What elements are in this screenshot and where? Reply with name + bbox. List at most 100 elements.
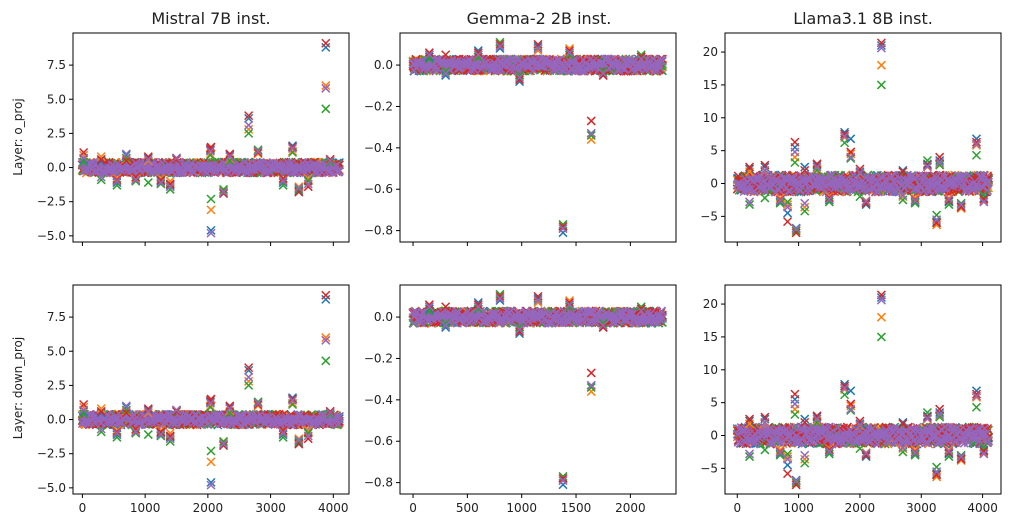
outlier-point-series-1 bbox=[303, 175, 313, 185]
outlier-point-series-1 bbox=[278, 178, 288, 188]
outlier-point-series-3 bbox=[956, 198, 966, 208]
outlier-point-series-4 bbox=[745, 162, 755, 172]
outlier-point-series-5 bbox=[564, 48, 575, 58]
outlier-point-series-5 bbox=[206, 228, 216, 238]
outlier-point-series-3 bbox=[558, 219, 568, 229]
outlier-point-series-4 bbox=[956, 202, 966, 212]
outlier-point-series-5 bbox=[441, 68, 451, 78]
axes-frame bbox=[724, 32, 1002, 243]
outlier-point-series-1 bbox=[441, 70, 451, 80]
outlier-point-series-5 bbox=[636, 54, 646, 64]
outlier-point-series-5 bbox=[495, 41, 505, 51]
outlier-point-series-4 bbox=[783, 217, 793, 227]
outlier-point-series-4 bbox=[288, 142, 298, 152]
outlier-point-series-1 bbox=[156, 176, 166, 186]
band-point bbox=[931, 172, 941, 182]
outlier-point-series-5 bbox=[278, 176, 288, 186]
outlier-point-series-4 bbox=[294, 187, 304, 197]
outlier-point-series-4 bbox=[564, 46, 575, 56]
outlier-point-series-3 bbox=[294, 184, 304, 194]
outlier-point-series-2 bbox=[219, 186, 229, 196]
outlier-point-series-4 bbox=[253, 147, 263, 158]
y-tick-label: 15 bbox=[703, 78, 718, 92]
column-title-llama: Llama3.1 8B inst. bbox=[793, 9, 933, 28]
outlier-point-series-4 bbox=[143, 152, 153, 162]
band-point bbox=[612, 57, 622, 67]
outlier-point-series-1 bbox=[932, 217, 942, 227]
outlier-point-series-3 bbox=[824, 197, 834, 207]
outlier-point-series-3 bbox=[473, 52, 483, 62]
outlier-point-series-2 bbox=[971, 140, 981, 150]
outlier-point-series-3 bbox=[441, 66, 451, 76]
outlier-point-series-5 bbox=[244, 120, 254, 130]
outlier-point-series-1 bbox=[321, 42, 331, 52]
column-title-gemma: Gemma-2 2B inst. bbox=[467, 9, 612, 28]
y-tick-label: 5 bbox=[710, 144, 718, 158]
y-tick-label: −2.5 bbox=[37, 195, 66, 209]
dense-band-series-5 bbox=[732, 170, 994, 197]
outlier-point-series-3 bbox=[791, 226, 801, 236]
outlier-point-series-1 bbox=[165, 180, 175, 190]
outlier-point-series-4 bbox=[932, 218, 942, 228]
band-point bbox=[334, 160, 344, 170]
outlier-point-series-5 bbox=[956, 200, 966, 210]
plot-area bbox=[77, 38, 344, 238]
outlier-point-series-3 bbox=[760, 193, 770, 203]
band-point bbox=[886, 173, 896, 183]
outlier-point-series-1 bbox=[922, 159, 932, 169]
outlier-point-series-3 bbox=[812, 165, 822, 175]
outlier-point-series-1 bbox=[79, 154, 89, 164]
band-point bbox=[784, 187, 794, 197]
outlier-point-series-4 bbox=[922, 160, 932, 170]
outlier-point-series-2 bbox=[876, 60, 886, 70]
outlier-point-series-3 bbox=[321, 104, 331, 114]
outlier-point-series-3 bbox=[131, 176, 141, 186]
band-point bbox=[903, 180, 913, 190]
outlier-point-series-5 bbox=[121, 149, 131, 159]
outlier-point-series-2 bbox=[143, 156, 153, 166]
outlier-point-series-1 bbox=[861, 200, 871, 210]
outlier-point-series-3 bbox=[745, 200, 755, 210]
outlier-point-series-5 bbox=[855, 168, 865, 178]
outlier-point-series-5 bbox=[253, 146, 263, 156]
outlier-point-series-5 bbox=[932, 215, 942, 225]
outlier-point-series-3 bbox=[205, 150, 215, 160]
y-tick-label: 5.0 bbox=[47, 92, 66, 106]
outlier-point-series-1 bbox=[944, 197, 954, 207]
outlier-point-series-5 bbox=[876, 43, 886, 53]
outlier-point-series-2 bbox=[288, 146, 298, 156]
outlier-point-series-5 bbox=[303, 179, 313, 189]
outlier-point-series-4 bbox=[171, 154, 182, 164]
outlier-point-series-5 bbox=[131, 175, 141, 185]
outlier-point-series-4 bbox=[473, 48, 483, 58]
outlier-point-series-5 bbox=[325, 156, 335, 166]
outlier-point-series-4 bbox=[971, 137, 981, 147]
column-title-mistral: Mistral 7B inst. bbox=[151, 9, 270, 28]
outlier-point-series-5 bbox=[288, 143, 298, 153]
outlier-point-series-5 bbox=[219, 187, 229, 197]
outlier-point-series-5 bbox=[112, 176, 122, 186]
outlier-point-series-1 bbox=[96, 156, 106, 166]
outlier-point-series-1 bbox=[898, 165, 908, 175]
outlier-point-series-3 bbox=[935, 160, 945, 170]
y-tick-label: −0.6 bbox=[364, 182, 393, 196]
outlier-point-series-1 bbox=[979, 193, 989, 203]
outlier-point-series-5 bbox=[861, 196, 871, 206]
outlier-point-series-5 bbox=[586, 128, 596, 138]
y-tick-label: −5 bbox=[700, 209, 718, 223]
outlier-point-series-1 bbox=[876, 40, 886, 51]
outlier-point-series-4 bbox=[861, 198, 871, 208]
outlier-point-series-5 bbox=[800, 198, 810, 208]
y-tick-label: −0.8 bbox=[364, 224, 393, 238]
outlier-point-series-4 bbox=[898, 167, 908, 177]
band-point bbox=[956, 173, 966, 183]
outlier-point-series-4 bbox=[303, 182, 313, 192]
band-point bbox=[982, 178, 992, 188]
outlier-point-series-3 bbox=[121, 153, 131, 163]
band-point bbox=[972, 179, 982, 189]
y-tick-label: 20 bbox=[703, 45, 718, 59]
outlier-point-series-3 bbox=[244, 128, 254, 138]
band-point bbox=[918, 171, 928, 181]
outlier-point-series-5 bbox=[944, 194, 954, 204]
